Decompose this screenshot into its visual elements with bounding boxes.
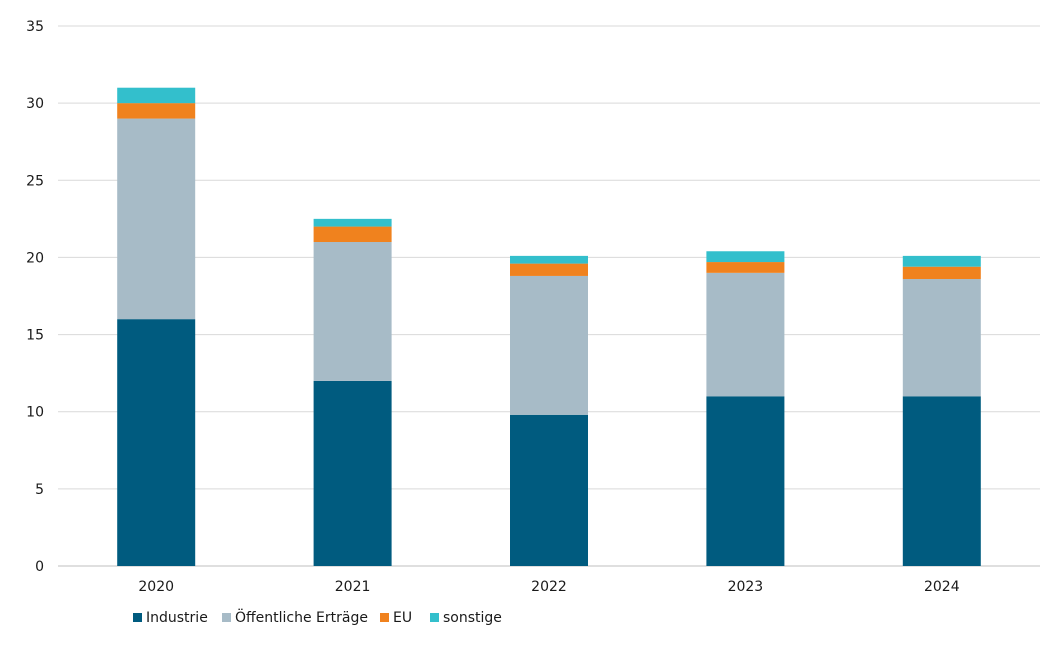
y-tick-label: 35 <box>26 19 44 35</box>
bars-layer <box>117 87 981 566</box>
bar-segment-sonstige-2022 <box>510 255 588 264</box>
legend-swatch <box>222 613 231 622</box>
y-tick-label: 15 <box>26 328 44 344</box>
x-tick-label: 2022 <box>531 579 567 595</box>
bar-segment-sonstige-2020 <box>117 87 196 104</box>
legend: Industrie Öffentliche Erträge EU sonstige <box>133 608 502 626</box>
y-tick-label: 20 <box>26 250 44 266</box>
legend-label: sonstige <box>443 610 502 626</box>
x-tick-label: 2021 <box>335 579 371 595</box>
y-tick-label: 0 <box>35 559 44 575</box>
legend-swatch <box>430 613 439 622</box>
legend-swatch <box>133 613 142 622</box>
bar-segment--ffentliche-ertr-ge-2023 <box>706 272 785 397</box>
bar-segment-industrie-2023 <box>706 396 785 566</box>
bar-segment--ffentliche-ertr-ge-2021 <box>313 242 392 381</box>
bar-segment--ffentliche-ertr-ge-2022 <box>510 275 588 415</box>
bar-segment-sonstige-2021 <box>313 218 392 227</box>
x-tick-label: 2020 <box>138 579 174 595</box>
bar-segment-industrie-2024 <box>902 396 981 566</box>
bar-segment-sonstige-2024 <box>902 255 981 267</box>
legend-label: Öffentliche Erträge <box>235 608 368 626</box>
bar-segment-eu-2022 <box>510 263 588 276</box>
legend-swatch <box>380 613 389 622</box>
bar-segment-industrie-2022 <box>510 414 588 566</box>
bar-segment-eu-2023 <box>706 262 785 273</box>
bar-segment-eu-2020 <box>117 103 196 119</box>
bar-segment-sonstige-2023 <box>706 251 785 263</box>
bar-segment--ffentliche-ertr-ge-2020 <box>117 118 196 320</box>
axis-layer: 0 5 10 15 20 25 30 35 2020 2021 2022 2023 2024 <box>26 19 960 595</box>
y-tick-label: 10 <box>26 405 44 421</box>
bar-segment-industrie-2020 <box>117 319 196 566</box>
bar-segment--ffentliche-ertr-ge-2024 <box>902 279 981 397</box>
y-tick-label: 5 <box>35 482 44 498</box>
x-tick-label: 2024 <box>924 579 960 595</box>
y-tick-label: 30 <box>26 96 44 112</box>
legend-label: Industrie <box>146 610 208 626</box>
x-tick-label: 2023 <box>728 579 764 595</box>
bar-segment-eu-2024 <box>902 266 981 280</box>
y-tick-label: 25 <box>26 173 44 189</box>
legend-label: EU <box>393 610 412 626</box>
bar-segment-eu-2021 <box>313 226 392 242</box>
bar-segment-industrie-2021 <box>313 380 392 566</box>
